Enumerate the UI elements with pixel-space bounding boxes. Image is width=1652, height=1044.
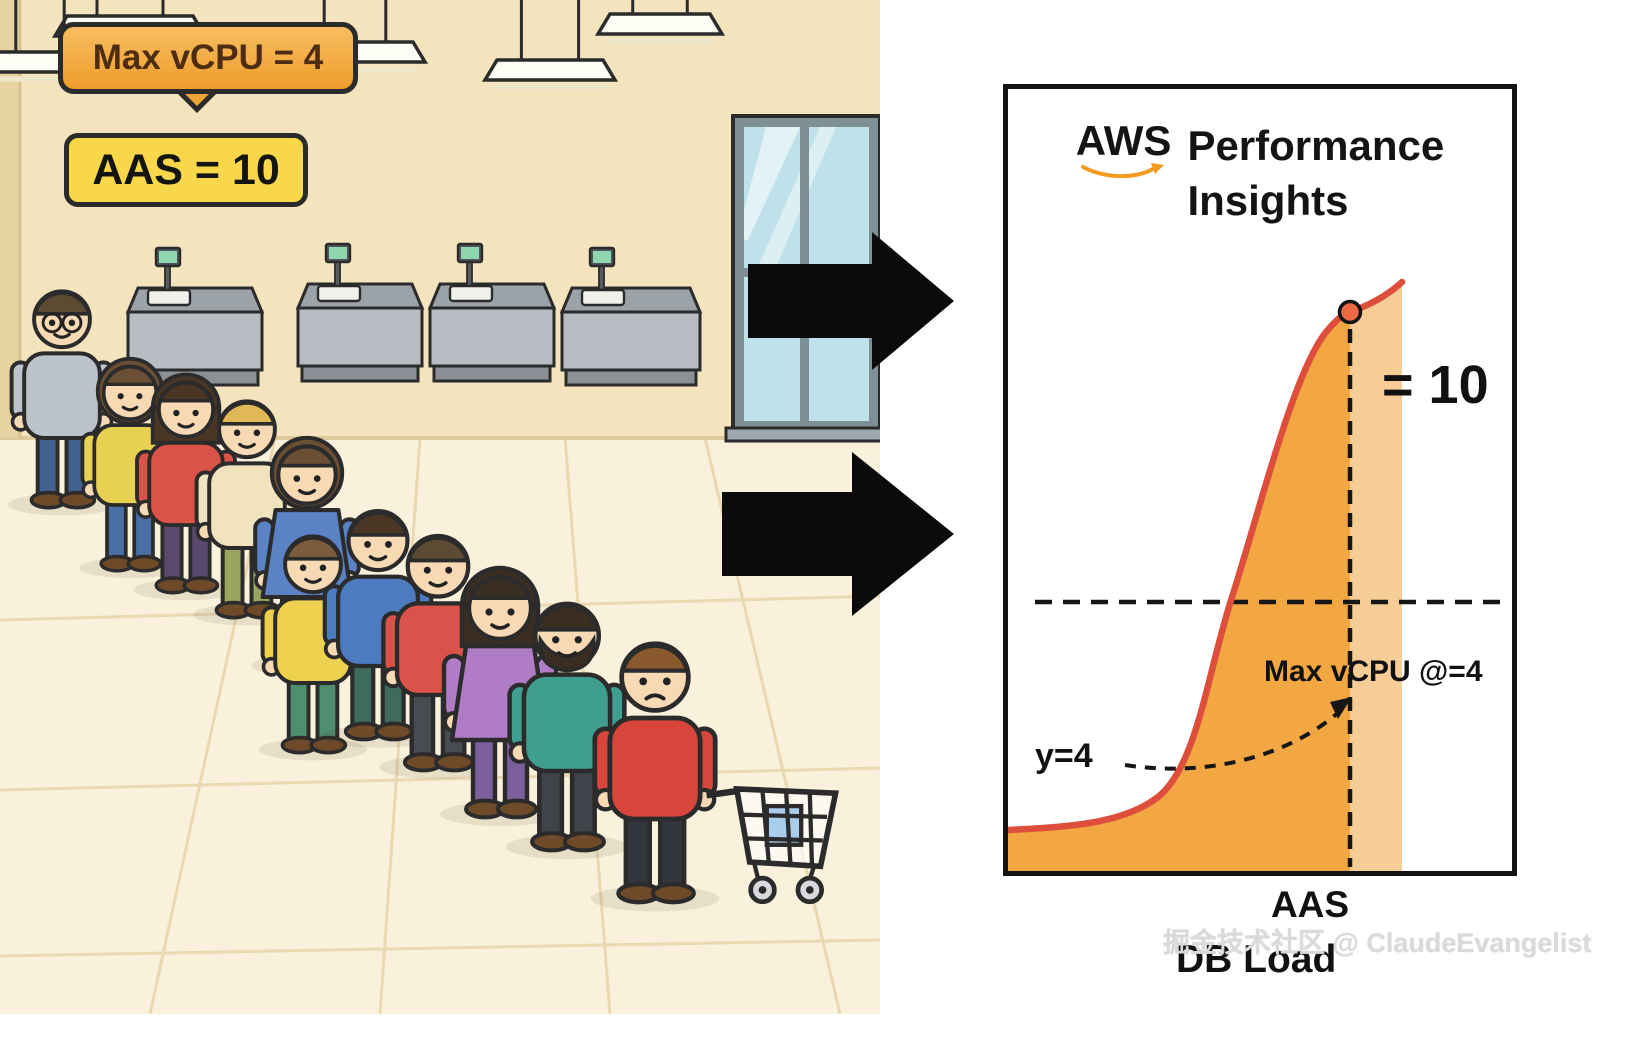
dashed-annotation-arrow (1124, 709, 1342, 771)
watermark: 掘金技术社区 @ ClaudeEvangelist (1163, 928, 1592, 958)
max-vcpu-label: Max vCPU @=4 (1264, 655, 1483, 688)
register-pole (164, 265, 171, 293)
person (193, 399, 301, 626)
person (440, 565, 560, 826)
chart-area-fill (1008, 312, 1350, 871)
register-screen (329, 247, 347, 259)
register-pole (466, 261, 473, 289)
window (724, 114, 880, 443)
person (505, 601, 629, 860)
register-screen (461, 247, 479, 259)
register-screen (593, 251, 611, 263)
register-screen (159, 251, 177, 263)
person (133, 372, 239, 601)
person (8, 289, 117, 516)
aws-performance-insights-logo: AWS Performance Insights (1008, 117, 1512, 228)
aas-badge: AAS = 10 (64, 133, 308, 207)
register-base (316, 284, 362, 303)
performance-insights-panel: AWS Performance Insights = 10 Max vCPU @… (1003, 84, 1517, 876)
register-base (146, 288, 192, 307)
ceiling-light (594, 0, 726, 44)
queue-of-customers (8, 289, 839, 912)
wall-corner (0, 0, 20, 438)
register-pole (598, 265, 605, 293)
floor (0, 438, 880, 1014)
checkout-counter (427, 242, 557, 383)
x-axis-label-aas: AAS (1270, 884, 1350, 925)
register-base (580, 288, 626, 307)
x-axis-label-db-load: DB Load (1176, 938, 1337, 981)
aws-smile-swoosh-icon (1080, 163, 1164, 179)
y4-label: y=4 (1035, 737, 1093, 775)
logo-word-insights: Insights (1187, 176, 1349, 224)
register-pole (334, 261, 341, 289)
logo-word-performance: Performance (1187, 122, 1445, 169)
annotation-arrowhead-icon (1330, 697, 1352, 719)
max-vcpu-bubble: Max vCPU = 4 (58, 22, 358, 94)
ceiling-light (481, 0, 619, 90)
checkout-counters (125, 242, 703, 387)
aws-logo-text: AWS (1075, 117, 1172, 164)
shopping-cart (706, 785, 839, 905)
window-sill (724, 426, 880, 443)
person (590, 641, 839, 912)
checkout-counter (559, 246, 703, 387)
checkout-counter (295, 242, 425, 383)
db-load-chart: = 10 Max vCPU @=4 y=4 (1008, 278, 1500, 871)
register-base (448, 284, 494, 303)
chart-area-fill-light (1350, 282, 1402, 871)
curve-point-marker (1337, 299, 1363, 325)
point-value-label: = 10 (1382, 355, 1489, 415)
